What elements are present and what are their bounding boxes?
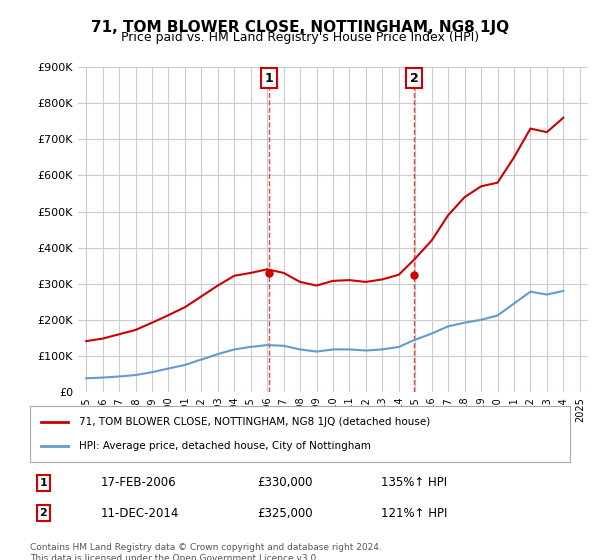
Text: Contains HM Land Registry data © Crown copyright and database right 2024.
This d: Contains HM Land Registry data © Crown c… <box>30 543 382 560</box>
Text: 2: 2 <box>410 72 418 85</box>
Text: Price paid vs. HM Land Registry's House Price Index (HPI): Price paid vs. HM Land Registry's House … <box>121 31 479 44</box>
Text: 71, TOM BLOWER CLOSE, NOTTINGHAM, NG8 1JQ (detached house): 71, TOM BLOWER CLOSE, NOTTINGHAM, NG8 1J… <box>79 417 430 427</box>
Text: 135%↑ HPI: 135%↑ HPI <box>381 477 447 489</box>
Text: £330,000: £330,000 <box>257 477 312 489</box>
Text: £325,000: £325,000 <box>257 507 313 520</box>
Text: HPI: Average price, detached house, City of Nottingham: HPI: Average price, detached house, City… <box>79 441 370 451</box>
Text: 17-FEB-2006: 17-FEB-2006 <box>100 477 176 489</box>
Text: 71, TOM BLOWER CLOSE, NOTTINGHAM, NG8 1JQ: 71, TOM BLOWER CLOSE, NOTTINGHAM, NG8 1J… <box>91 20 509 35</box>
Text: 1: 1 <box>265 72 274 85</box>
Text: 2: 2 <box>40 508 47 518</box>
Text: 1: 1 <box>40 478 47 488</box>
Text: 11-DEC-2014: 11-DEC-2014 <box>100 507 179 520</box>
Text: 121%↑ HPI: 121%↑ HPI <box>381 507 448 520</box>
